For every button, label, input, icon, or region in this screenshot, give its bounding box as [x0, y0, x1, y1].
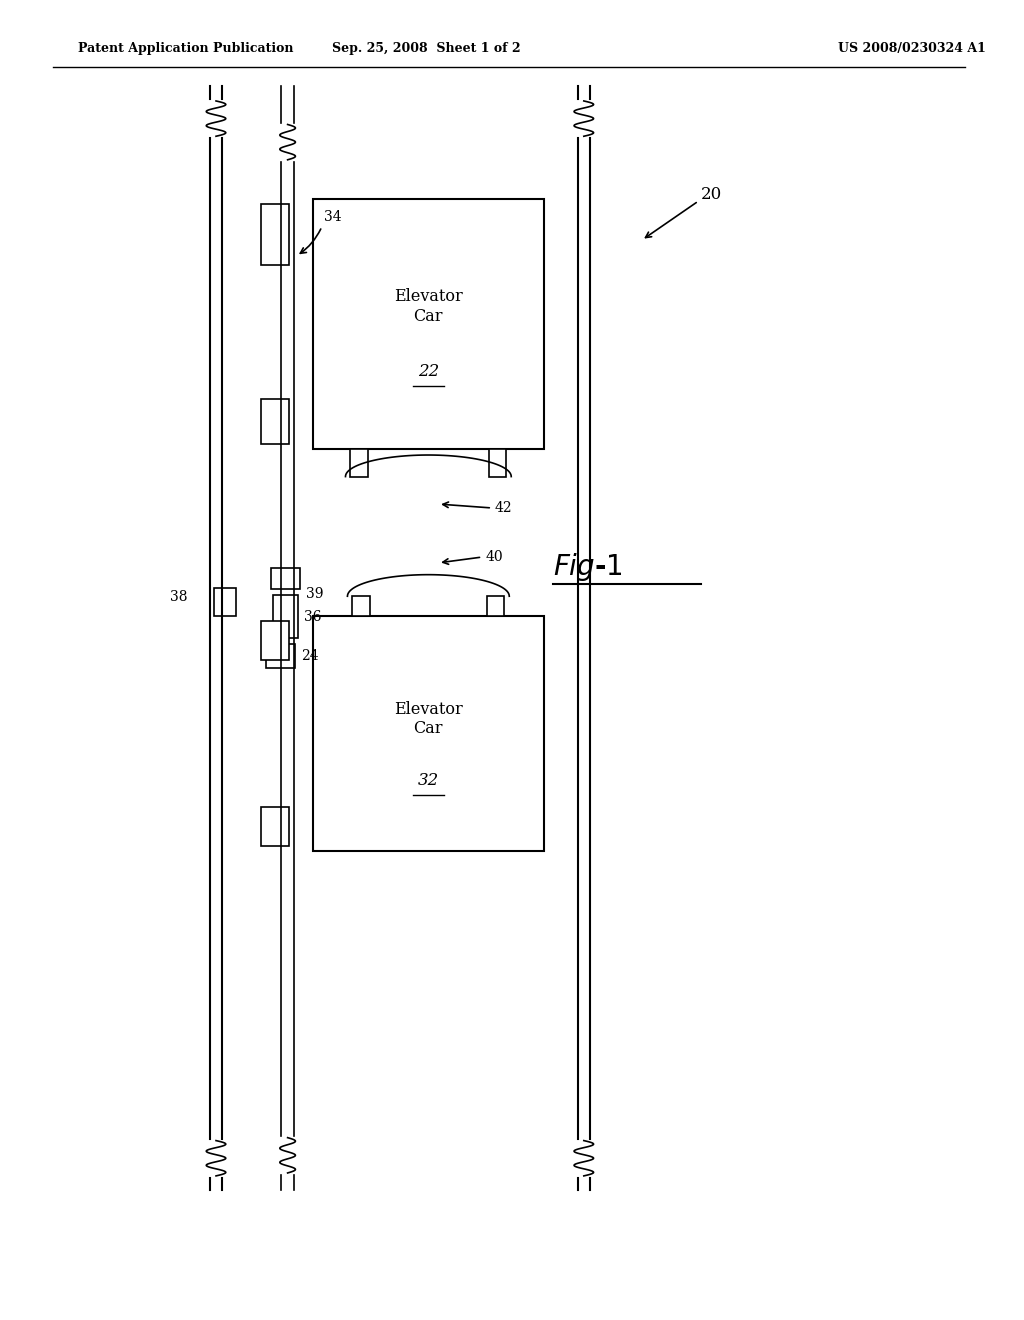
Bar	[273, 595, 298, 639]
Text: 20: 20	[700, 186, 722, 203]
Bar	[352, 597, 370, 616]
Bar	[486, 597, 505, 616]
Bar	[261, 620, 289, 660]
Text: 40: 40	[485, 550, 503, 564]
Bar	[313, 199, 544, 449]
Text: 24: 24	[301, 649, 318, 663]
Bar	[261, 807, 289, 846]
Bar	[214, 589, 236, 616]
Text: 32: 32	[418, 772, 439, 789]
Bar	[261, 399, 289, 445]
Bar	[271, 568, 300, 590]
Text: US 2008/0230324 A1: US 2008/0230324 A1	[838, 42, 986, 55]
Text: Sep. 25, 2008  Sheet 1 of 2: Sep. 25, 2008 Sheet 1 of 2	[332, 42, 520, 55]
Bar	[350, 449, 368, 477]
Bar	[261, 203, 289, 265]
Text: $\it{Fig}$-$\it{1}$: $\it{Fig}$-$\it{1}$	[553, 550, 624, 583]
Bar	[313, 616, 544, 851]
Text: 22: 22	[418, 363, 439, 380]
Text: Elevator
Car: Elevator Car	[394, 288, 463, 325]
Text: 34: 34	[324, 210, 342, 223]
Text: 36: 36	[304, 610, 322, 624]
Text: Elevator
Car: Elevator Car	[394, 701, 463, 737]
Text: 42: 42	[495, 502, 513, 515]
Text: 39: 39	[306, 587, 324, 602]
Bar	[266, 644, 296, 668]
Bar	[488, 449, 506, 477]
Text: Patent Application Publication: Patent Application Publication	[78, 42, 293, 55]
Text: 38: 38	[170, 590, 187, 605]
